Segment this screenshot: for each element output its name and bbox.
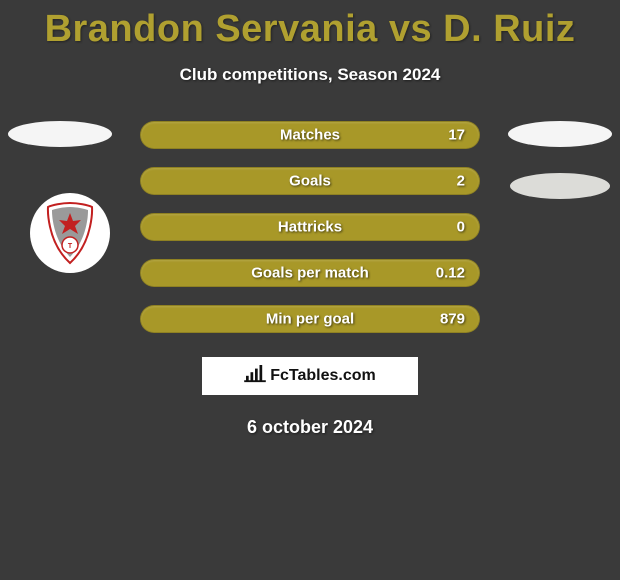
svg-text:T: T [68, 243, 73, 250]
stat-bars: Matches 17 Goals 2 Hattricks 0 Goals per… [140, 121, 480, 333]
stat-value: 0 [457, 219, 465, 236]
stat-label: Goals [289, 173, 331, 190]
player-left-flag [8, 121, 112, 147]
page-title: Brandon Servania vs D. Ruiz [0, 0, 620, 51]
toronto-fc-shield-icon: T [42, 201, 98, 265]
page-subtitle: Club competitions, Season 2024 [0, 65, 620, 85]
player-right-flag [508, 121, 612, 147]
stat-label: Hattricks [278, 219, 342, 236]
snapshot-date: 6 october 2024 [0, 417, 620, 438]
stat-label: Min per goal [266, 311, 354, 328]
stat-bar: Min per goal 879 [140, 305, 480, 333]
stat-value: 17 [448, 127, 465, 144]
stat-bar: Goals per match 0.12 [140, 259, 480, 287]
stat-label: Goals per match [251, 265, 369, 282]
team-left-badge: T [30, 193, 110, 273]
stat-bar: Goals 2 [140, 167, 480, 195]
stat-label: Matches [280, 127, 340, 144]
stat-bar: Matches 17 [140, 121, 480, 149]
stat-value: 879 [440, 311, 465, 328]
chart-bars-icon [244, 365, 266, 388]
team-right-badge [510, 173, 610, 199]
stat-value: 0.12 [436, 265, 465, 282]
stat-bar: Hattricks 0 [140, 213, 480, 241]
brand-attribution[interactable]: FcTables.com [202, 357, 418, 395]
comparison-panel: T Matches 17 Goals 2 Hattricks 0 Goals p… [0, 121, 620, 438]
brand-text: FcTables.com [270, 367, 376, 385]
stat-value: 2 [457, 173, 465, 190]
